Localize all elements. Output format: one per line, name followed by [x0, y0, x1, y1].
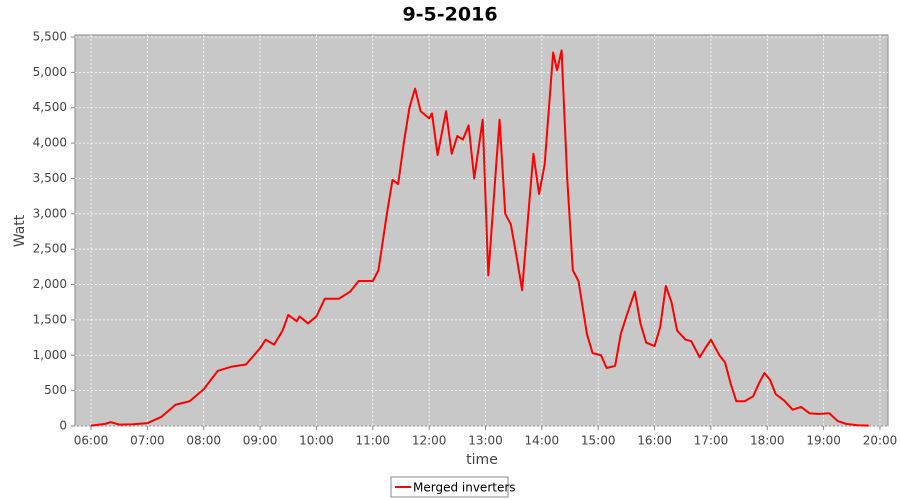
x-tick-label: 09:00: [243, 434, 278, 448]
x-tick-label: 15:00: [581, 434, 616, 448]
x-tick-label: 07:00: [130, 434, 165, 448]
plot-area: [74, 34, 889, 427]
x-tick-label: 13:00: [468, 434, 503, 448]
y-tick-label: 1,500: [33, 312, 67, 326]
y-tick-label: 2,500: [33, 242, 67, 256]
y-tick-label: 5,000: [33, 65, 67, 79]
x-tick-label: 14:00: [525, 434, 560, 448]
x-tick-label: 08:00: [186, 434, 221, 448]
y-axis-label: Watt: [12, 214, 28, 247]
y-tick-label: 3,500: [33, 171, 67, 185]
x-tick-label: 18:00: [750, 434, 785, 448]
x-tick-label: 16:00: [637, 434, 672, 448]
y-tick-label: 3,000: [33, 206, 67, 220]
x-tick-label: 06:00: [74, 434, 109, 448]
x-tick-label: 12:00: [412, 434, 447, 448]
x-tick-label: 19:00: [806, 434, 841, 448]
y-tick-label: 0: [59, 419, 67, 433]
legend-label: Merged inverters: [413, 481, 516, 495]
legend: Merged inverters: [390, 476, 516, 498]
legend-box: [390, 476, 509, 498]
x-tick-label: 10:00: [299, 434, 334, 448]
y-tick-label: 2,000: [33, 277, 67, 291]
y-tick-label: 4,000: [33, 136, 67, 150]
x-tick-label: 20:00: [863, 434, 898, 448]
chart-title: 9-5-2016: [402, 4, 497, 26]
y-tick-label: 5,500: [33, 30, 67, 44]
y-tick-label: 500: [44, 383, 67, 397]
x-tick-label: 17:00: [694, 434, 729, 448]
data-line: [90, 49, 869, 427]
x-axis-label: time: [466, 452, 498, 468]
y-tick-label: 1,000: [33, 348, 67, 362]
y-tick-label: 4,500: [33, 100, 67, 114]
x-tick-label: 11:00: [355, 434, 390, 448]
